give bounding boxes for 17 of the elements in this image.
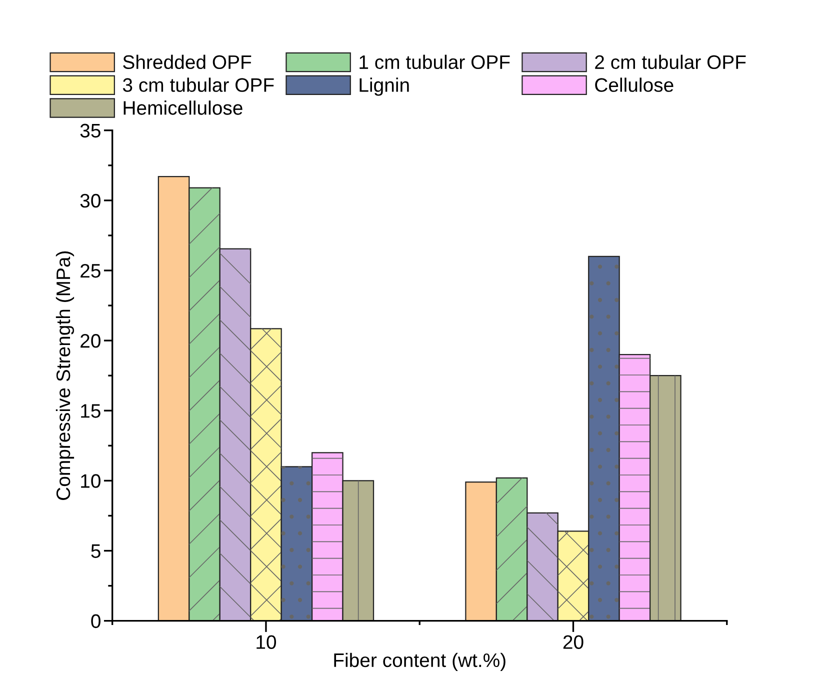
y-axis-title: Compressive Strength (MPa): [56, 251, 74, 500]
legend-label: 2 cm tubular OPF: [595, 54, 746, 70]
legend-label: Cellulose: [595, 78, 674, 92]
y-tick-label: 20: [80, 334, 100, 348]
x-axis-title: Fiber content (wt.%): [334, 652, 506, 671]
y-tick-label: 5: [91, 544, 100, 558]
y-tick-label: 35: [80, 124, 100, 138]
y-tick-label: 30: [80, 194, 100, 208]
legend-label: Lignin: [360, 78, 409, 96]
legend-label: Hemicellulose: [124, 100, 242, 115]
y-tick-label: 15: [81, 404, 100, 418]
legend-label: 3 cm tubular OPF: [122, 78, 274, 92]
legend-label: Shredded OPF: [123, 54, 252, 70]
y-tick-label: 25: [80, 264, 100, 278]
y-tick-label: 0: [91, 614, 100, 628]
legend-label: 1 cm tubular OPF: [360, 54, 510, 70]
y-tick-label: 10: [81, 474, 100, 488]
